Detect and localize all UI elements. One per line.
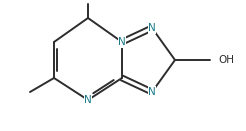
- Text: OH: OH: [218, 55, 234, 65]
- Text: N: N: [84, 95, 92, 105]
- Text: N: N: [148, 23, 156, 33]
- Text: N: N: [118, 37, 126, 47]
- Text: N: N: [148, 87, 156, 97]
